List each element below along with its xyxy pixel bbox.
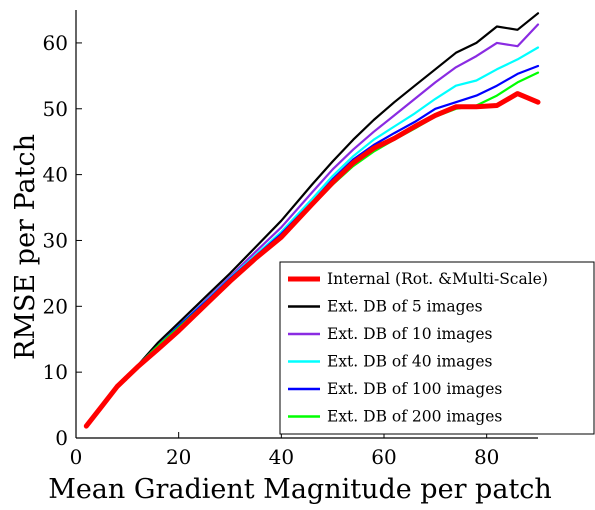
x-axis-title: Mean Gradient Magnitude per patch [48,474,552,505]
series-line-internal-rot-multi-scale [83,91,541,429]
legend-label: Ext. DB of 5 images [327,298,483,316]
x-tick-label: 40 [269,445,294,469]
x-tick-label: 80 [474,445,499,469]
series-lines [83,12,541,429]
legend-label: Ext. DB of 100 images [327,380,502,398]
y-tick-label: 50 [43,97,68,121]
y-tick-label: 20 [43,294,68,318]
x-tick-label: 0 [70,445,83,469]
x-tick-label: 20 [166,445,191,469]
legend-label: Ext. DB of 40 images [327,353,493,371]
y-tick-label: 30 [43,228,68,252]
axes: 0 20 40 60 80 0 10 20 30 40 50 60 [43,10,538,469]
legend-box [279,261,595,435]
y-tick-label: 0 [55,426,68,450]
y-tick-label: 60 [43,31,68,55]
y-tick-label: 40 [43,163,68,187]
legend-label: Ext. DB of 10 images [327,325,493,343]
legend-label: Internal (Rot. &Multi-Scale) [327,270,548,288]
legend-label: Ext. DB of 200 images [327,408,502,426]
legend: Internal (Rot. &Multi-Scale) Ext. DB of 5… [279,261,595,435]
x-tick-label: 60 [371,445,396,469]
y-tick-label: 10 [43,360,68,384]
series-line-ext-db-of-5-images [85,12,540,426]
y-axis-title: RMSE per Patch [10,134,41,360]
